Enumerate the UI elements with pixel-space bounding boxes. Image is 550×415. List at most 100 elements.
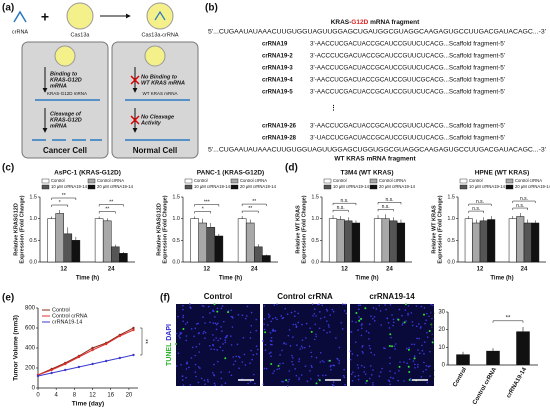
nucleus	[185, 376, 187, 379]
cell-label: Normal Cell	[133, 146, 177, 155]
x-tick-label: 12	[203, 267, 210, 273]
nucleus	[372, 369, 374, 371]
nucleus	[428, 315, 430, 318]
step-text: Cleavage of	[50, 111, 82, 117]
nucleus	[208, 345, 211, 347]
nucleus	[392, 324, 394, 327]
t: G12D	[351, 19, 368, 26]
nucleus	[198, 351, 201, 353]
legend-swatch	[87, 178, 96, 184]
nucleus	[420, 305, 423, 308]
nucleus	[263, 328, 266, 331]
nucleus	[384, 304, 386, 306]
nucleus	[230, 374, 233, 377]
x-tick-label: 12	[60, 267, 67, 273]
y-axis-label: Apoptotic tumor cell rate (%)	[429, 312, 435, 382]
nucleus	[341, 303, 344, 305]
nucleus	[244, 364, 247, 366]
nucleus	[398, 369, 400, 372]
nucleus	[185, 368, 188, 370]
point	[36, 374, 40, 378]
nucleus	[228, 371, 231, 373]
bar	[111, 246, 120, 263]
nucleus	[361, 346, 363, 348]
bar	[206, 227, 216, 263]
nucleus	[357, 367, 360, 369]
legend-swatch	[459, 184, 468, 190]
nucleus	[358, 308, 360, 310]
nucleus	[279, 362, 281, 365]
bar	[472, 222, 481, 263]
nucleus	[332, 364, 334, 367]
nucleus	[416, 337, 418, 340]
nucleus	[194, 371, 197, 373]
sig-label: *	[59, 200, 61, 206]
nucleus	[356, 354, 359, 357]
nucleus	[401, 314, 403, 317]
nucleus	[249, 337, 252, 339]
tunel-dot	[182, 328, 185, 331]
sequence: 5'...CUGAAUAUAAACUUGUGGUAGUUGGAGCUGGUGGC…	[208, 148, 546, 154]
cas13a	[66, 2, 94, 30]
nucleus	[351, 379, 354, 382]
nucleus	[296, 344, 298, 346]
nucleus	[250, 311, 253, 314]
legend-label: 20 μM crRNA19-14	[240, 184, 277, 189]
nucleus	[213, 339, 215, 341]
nucleus	[182, 308, 184, 311]
nucleus	[190, 357, 193, 359]
nucleus	[315, 335, 318, 338]
nucleus	[179, 337, 181, 339]
y-tick-label: 1.0	[447, 216, 455, 222]
nucleus	[243, 353, 246, 356]
x-tick-label: 12	[341, 267, 348, 273]
nucleus	[217, 322, 219, 325]
crrna-name: crRNA19-28	[262, 136, 297, 142]
nucleus	[251, 358, 253, 361]
tunel-dot	[310, 330, 313, 333]
nucleus	[255, 318, 258, 321]
nucleus	[295, 325, 298, 328]
nucleus	[342, 374, 345, 377]
nucleus	[182, 304, 184, 307]
nucleus	[372, 381, 374, 384]
nucleus	[389, 383, 391, 386]
nucleus	[389, 362, 391, 365]
y-tick-label: 0	[32, 386, 36, 392]
nucleus	[328, 326, 330, 328]
nucleus	[431, 333, 434, 335]
nucleus	[297, 312, 300, 315]
bar	[71, 240, 81, 263]
nucleus	[181, 375, 184, 378]
panel-label: (e)	[2, 293, 14, 304]
nucleus	[394, 372, 396, 374]
x-tick-label: 8	[73, 393, 77, 399]
nucleus	[319, 361, 322, 363]
nucleus	[268, 316, 270, 319]
nucleus	[332, 384, 335, 387]
y-tick-label: 0.5	[29, 238, 37, 244]
nucleus	[368, 338, 370, 340]
y-tick-label: 0.0	[29, 259, 37, 265]
nucleus	[198, 343, 201, 345]
nucleus	[298, 358, 301, 360]
nucleus	[345, 312, 348, 315]
nucleus	[250, 324, 253, 327]
nucleus	[196, 323, 198, 325]
nucleus	[388, 380, 391, 383]
nucleus	[249, 362, 251, 364]
nucleus	[272, 328, 274, 331]
nucleus	[204, 331, 207, 334]
nucleus	[255, 329, 258, 332]
point	[77, 355, 81, 359]
bar	[102, 220, 112, 263]
nucleus	[297, 321, 300, 324]
nucleus	[198, 332, 200, 334]
tunel-dot	[407, 348, 410, 351]
crrna-name: crRNA19-4	[262, 78, 293, 84]
nucleus	[220, 384, 223, 386]
legend-swatch	[230, 178, 239, 184]
complex	[54, 45, 76, 67]
bar	[47, 218, 56, 263]
cross	[130, 115, 140, 125]
